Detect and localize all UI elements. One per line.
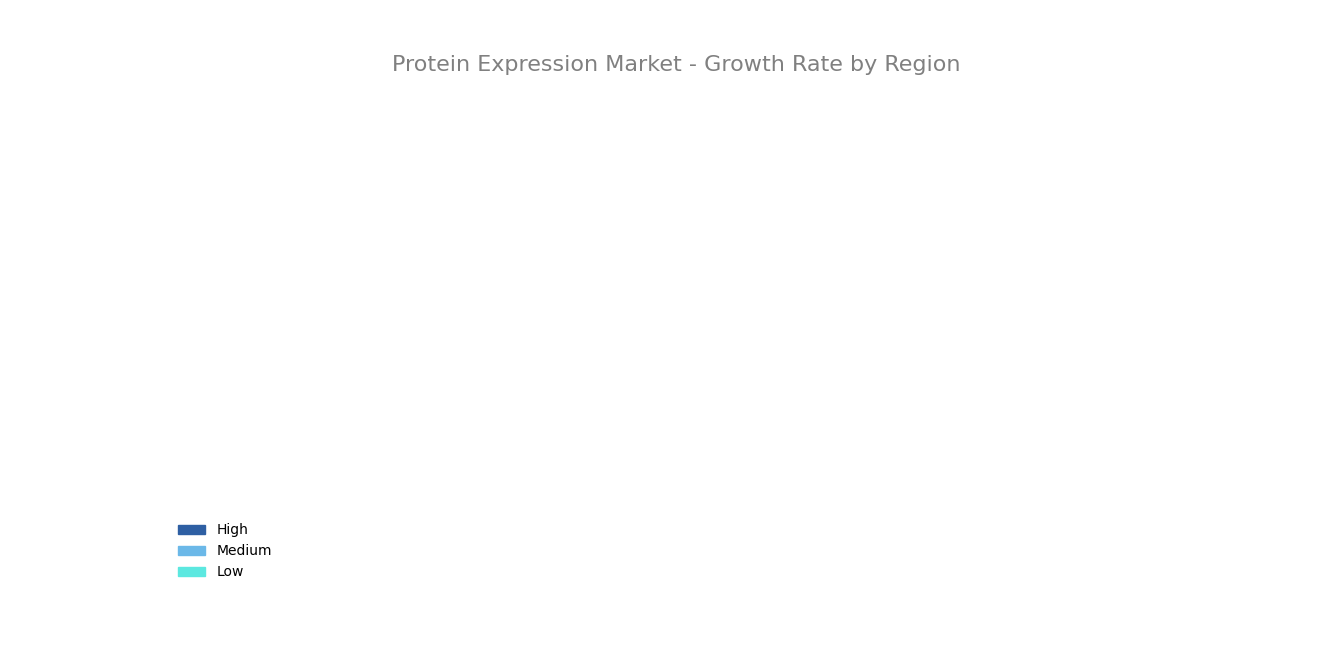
Title: Protein Expression Market - Growth Rate by Region: Protein Expression Market - Growth Rate …: [392, 55, 961, 75]
Legend: High, Medium, Low: High, Medium, Low: [172, 518, 277, 585]
